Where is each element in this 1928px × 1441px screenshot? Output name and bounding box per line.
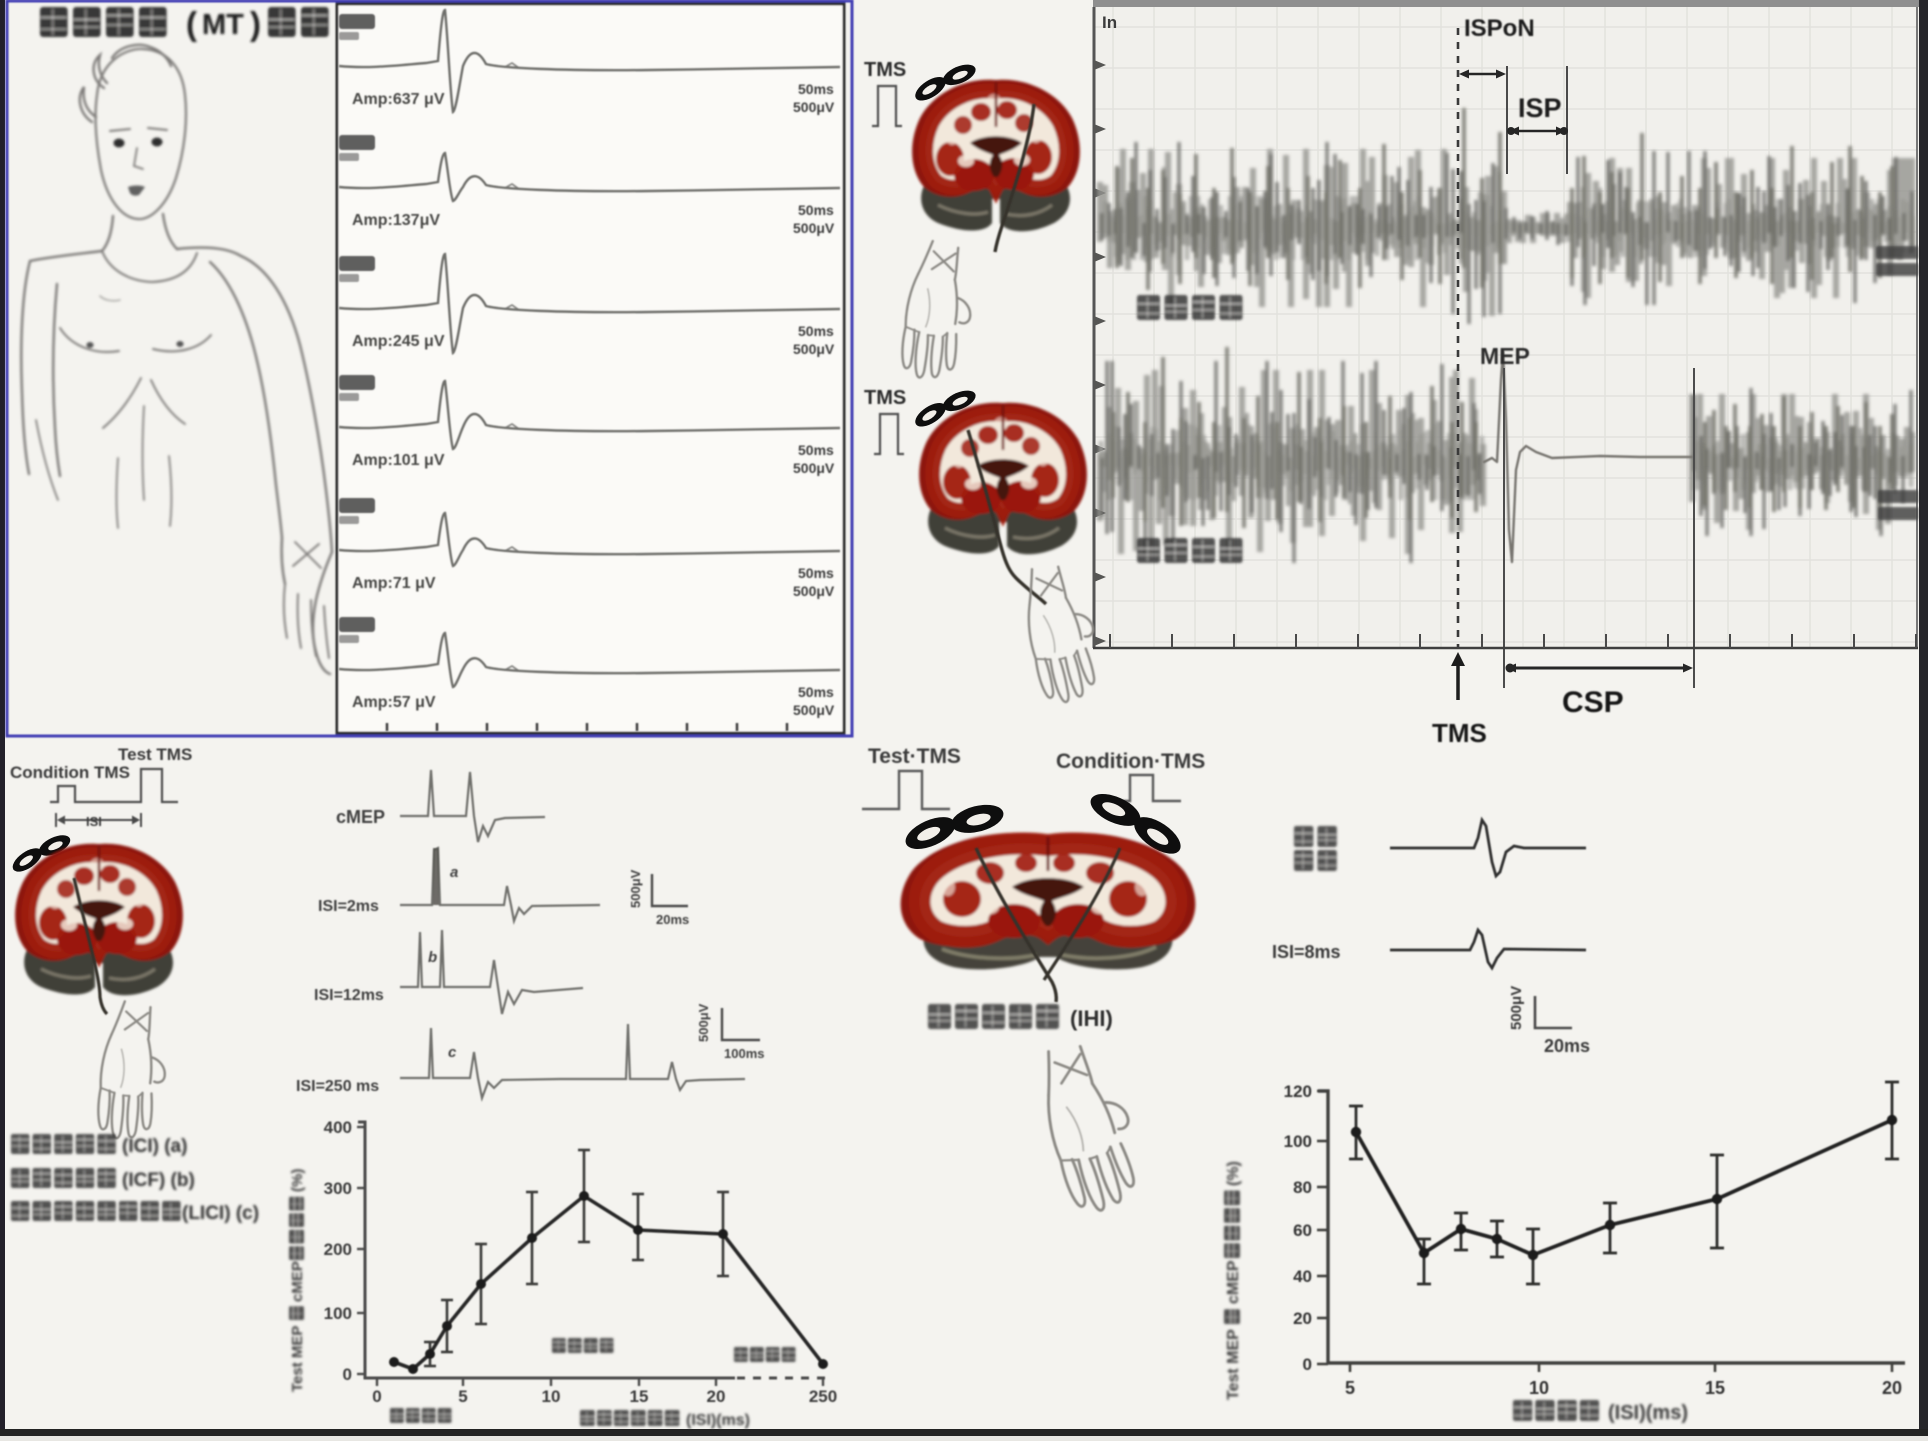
svg-text:(ICI) (a): (ICI) (a) [122, 1136, 187, 1157]
svg-text:ISI: ISI [86, 814, 102, 829]
svg-text:400: 400 [324, 1118, 352, 1137]
svg-text:5: 5 [458, 1387, 467, 1406]
svg-text:500μV: 500μV [793, 99, 835, 115]
svg-text:500μV: 500μV [628, 869, 643, 908]
svg-text:Test MEP: Test MEP [289, 1326, 306, 1392]
svg-text:Test TMS: Test TMS [118, 745, 192, 764]
svg-text:Amp:57 μV: Amp:57 μV [352, 694, 436, 711]
svg-text:40: 40 [1293, 1267, 1312, 1286]
svg-text:5: 5 [1345, 1378, 1355, 1398]
svg-text:50ms: 50ms [798, 684, 834, 700]
svg-text:ISPoN: ISPoN [1464, 15, 1535, 42]
svg-text:Condition TMS: Condition TMS [10, 763, 130, 782]
svg-text:b: b [428, 949, 437, 966]
svg-text:20: 20 [707, 1387, 726, 1406]
svg-text:15: 15 [1705, 1378, 1725, 1398]
svg-text:ISI=12ms: ISI=12ms [314, 987, 384, 1004]
svg-text:Amp:101 μV: Amp:101 μV [352, 452, 445, 469]
svg-text:TMS: TMS [1432, 718, 1487, 748]
svg-text:0: 0 [372, 1387, 381, 1406]
svg-text:500μV: 500μV [793, 583, 835, 599]
svg-text:200: 200 [324, 1240, 352, 1259]
svg-text:20ms: 20ms [656, 912, 689, 927]
svg-text:80: 80 [1293, 1178, 1312, 1197]
svg-text:TMS: TMS [864, 59, 906, 81]
svg-text:(%): (%) [1225, 1161, 1242, 1186]
svg-text:0: 0 [1303, 1355, 1312, 1374]
svg-text:20ms: 20ms [1544, 1036, 1590, 1056]
svg-text:100: 100 [1284, 1132, 1312, 1151]
svg-text:50ms: 50ms [798, 323, 834, 339]
svg-text:20: 20 [1882, 1378, 1902, 1398]
svg-text:cMEP: cMEP [1225, 1260, 1242, 1304]
svg-text:ISI=2ms: ISI=2ms [318, 898, 379, 915]
svg-text:500μV: 500μV [793, 341, 835, 357]
svg-text:(LICI) (c): (LICI) (c) [182, 1203, 259, 1224]
svg-text:(ISI)(ms): (ISI)(ms) [686, 1412, 750, 1429]
svg-text:Amp:71 μV: Amp:71 μV [352, 575, 436, 592]
svg-text:Test MEP: Test MEP [1225, 1329, 1242, 1400]
svg-text:cMEP: cMEP [336, 807, 385, 827]
svg-text:CSP: CSP [1562, 686, 1624, 719]
svg-text:MEP: MEP [1480, 343, 1530, 369]
svg-text:10: 10 [1529, 1378, 1549, 1398]
svg-text:50ms: 50ms [798, 81, 834, 97]
svg-text:500μV: 500μV [696, 1003, 711, 1042]
svg-text:50ms: 50ms [798, 202, 834, 218]
svg-text:500μV: 500μV [793, 702, 835, 718]
svg-text:c: c [448, 1044, 457, 1061]
svg-text:15: 15 [630, 1387, 649, 1406]
svg-text:(: ( [186, 5, 197, 42]
svg-text:500μV: 500μV [1508, 986, 1525, 1030]
svg-text:MT: MT [202, 9, 244, 41]
svg-text:100ms: 100ms [724, 1046, 764, 1061]
svg-text:120: 120 [1284, 1082, 1312, 1101]
svg-text:Test·TMS: Test·TMS [868, 745, 961, 768]
svg-text:ISI=8ms: ISI=8ms [1272, 942, 1341, 962]
svg-text:Condition·TMS: Condition·TMS [1056, 750, 1205, 773]
svg-text:ISI=250 ms: ISI=250 ms [296, 1078, 379, 1095]
svg-text:(%): (%) [289, 1169, 306, 1192]
svg-text:cMEP: cMEP [289, 1261, 306, 1302]
svg-text:250: 250 [809, 1387, 837, 1406]
svg-text:0: 0 [343, 1365, 352, 1384]
svg-text:500μV: 500μV [793, 220, 835, 236]
svg-text:ISP: ISP [1518, 93, 1562, 123]
svg-text:Amp:637 μV: Amp:637 μV [352, 91, 445, 108]
svg-text:20: 20 [1293, 1309, 1312, 1328]
svg-text:In: In [1102, 13, 1117, 32]
svg-text:300: 300 [324, 1179, 352, 1198]
svg-text:a: a [450, 864, 458, 881]
svg-text:): ) [250, 5, 261, 42]
svg-text:60: 60 [1293, 1221, 1312, 1240]
svg-text:100: 100 [324, 1304, 352, 1323]
svg-text:(ICF) (b): (ICF) (b) [122, 1170, 195, 1191]
svg-text:Amp:137μV: Amp:137μV [352, 212, 440, 229]
svg-text:(IHI): (IHI) [1070, 1006, 1113, 1031]
svg-text:500μV: 500μV [793, 460, 835, 476]
svg-text:50ms: 50ms [798, 442, 834, 458]
svg-text:(ISI)(ms): (ISI)(ms) [1608, 1402, 1688, 1424]
svg-text:TMS: TMS [864, 387, 906, 409]
svg-text:50ms: 50ms [798, 565, 834, 581]
svg-text:10: 10 [542, 1387, 561, 1406]
svg-text:Amp:245 μV: Amp:245 μV [352, 333, 445, 350]
